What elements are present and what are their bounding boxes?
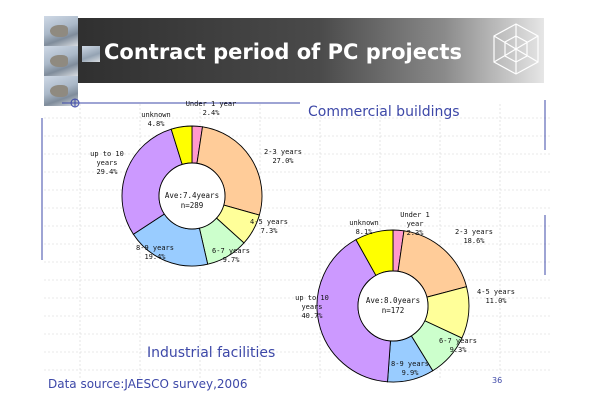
chart2-center-text: Ave:8.0years n=172 (365, 296, 421, 315)
slide-title: Contract period of PC projects (104, 40, 462, 64)
chart1-center-text: Ave:7.4years n=289 (164, 191, 220, 210)
bird-photo-icon (82, 46, 100, 62)
accent-lines (41, 98, 546, 275)
bird-photo-icon (44, 76, 78, 106)
title-band (44, 18, 544, 83)
chart2-donut-hole (357, 270, 429, 342)
chart-title-commercial: Commercial buildings (308, 104, 460, 120)
chart-title-industrial: Industrial facilities (147, 345, 276, 361)
chart2-label-8-9-years: 8-9 years 9.9% (391, 360, 429, 377)
chart1-label-8-9-years: 8-9 years 19.4% (136, 244, 174, 261)
chart1-label-up-to-10-years: up to 10 years 29.4% (90, 150, 124, 176)
chart1-label-unknown: unknown 4.8% (141, 111, 171, 128)
chart2-label-6-7-years: 6-7 years 9.3% (439, 337, 477, 354)
chart2-label-4-5-years: 4-5 years 11.0% (477, 288, 515, 305)
chart2-label-unknown: unknown 8.1% (349, 219, 379, 236)
chart2-label-up-to-10-years: up to 10 years 40.7% (295, 294, 329, 320)
data-source-note: Data source:JAESCO survey,2006 (48, 377, 248, 391)
chart2-label-under-1-year: Under 1 year 2.3% (400, 211, 430, 237)
cube-logo-icon (493, 23, 539, 75)
chart1-donut-hole (158, 162, 226, 230)
chart1-label-2-3-years: 2-3 years 27.0% (264, 148, 302, 165)
chart1-label-4-5-years: 4-5 years 7.3% (250, 218, 288, 235)
page-number: 36 (492, 376, 503, 385)
bird-photo-icon (44, 46, 78, 76)
chart1-label-under-1-year: Under 1 year 2.4% (185, 100, 237, 117)
chart2-label-2-3-years: 2-3 years 18.6% (455, 228, 493, 245)
bird-photo-icon (44, 16, 78, 46)
chart1-label-6-7-years: 6-7 years 9.7% (212, 247, 250, 264)
